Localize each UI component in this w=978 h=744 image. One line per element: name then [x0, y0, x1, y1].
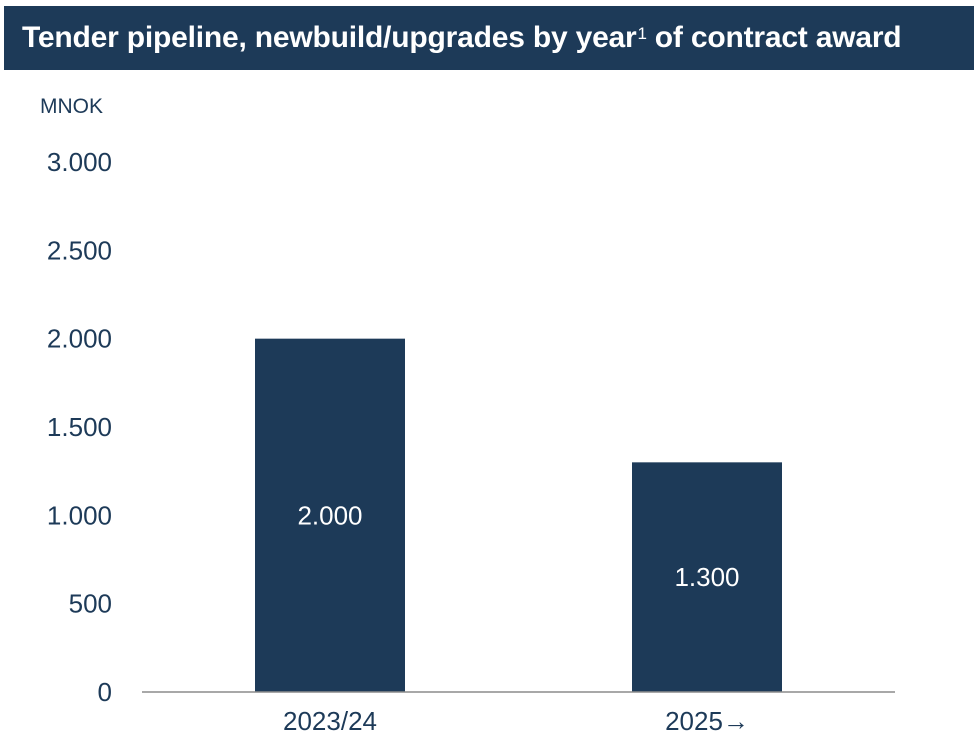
- unit-label: MNOK: [40, 95, 103, 118]
- bars: 2.000 1.300: [255, 338, 782, 692]
- x-category-label: 2023/24: [283, 706, 377, 736]
- chart-title: Tender pipeline, newbuild/upgrades by ye…: [4, 6, 974, 70]
- y-tick-label: 2.000: [47, 324, 112, 354]
- bar-value-label: 2.000: [297, 500, 362, 530]
- y-axis-ticks: 0 500 1.000 1.500 2.000 2.500 3.000: [47, 147, 112, 707]
- y-tick-label: 3.000: [47, 147, 112, 177]
- y-tick-label: 1.500: [47, 412, 112, 442]
- bar: [255, 338, 405, 692]
- chart-title-tail: of contract award: [654, 21, 902, 54]
- x-category-label: 2025→: [665, 706, 749, 736]
- bar: [632, 462, 782, 692]
- x-axis-categories: 2023/24 2025→: [283, 706, 749, 736]
- chart-title-footnote-marker: 1: [637, 24, 647, 43]
- y-tick-label: 1.000: [47, 500, 112, 530]
- y-tick-label: 2.500: [47, 235, 112, 265]
- y-tick-label: 0: [98, 677, 112, 707]
- y-tick-label: 500: [69, 589, 112, 619]
- bar-value-label: 1.300: [674, 562, 739, 592]
- chart-title-main: Tender pipeline, newbuild/upgrades by ye…: [22, 21, 637, 54]
